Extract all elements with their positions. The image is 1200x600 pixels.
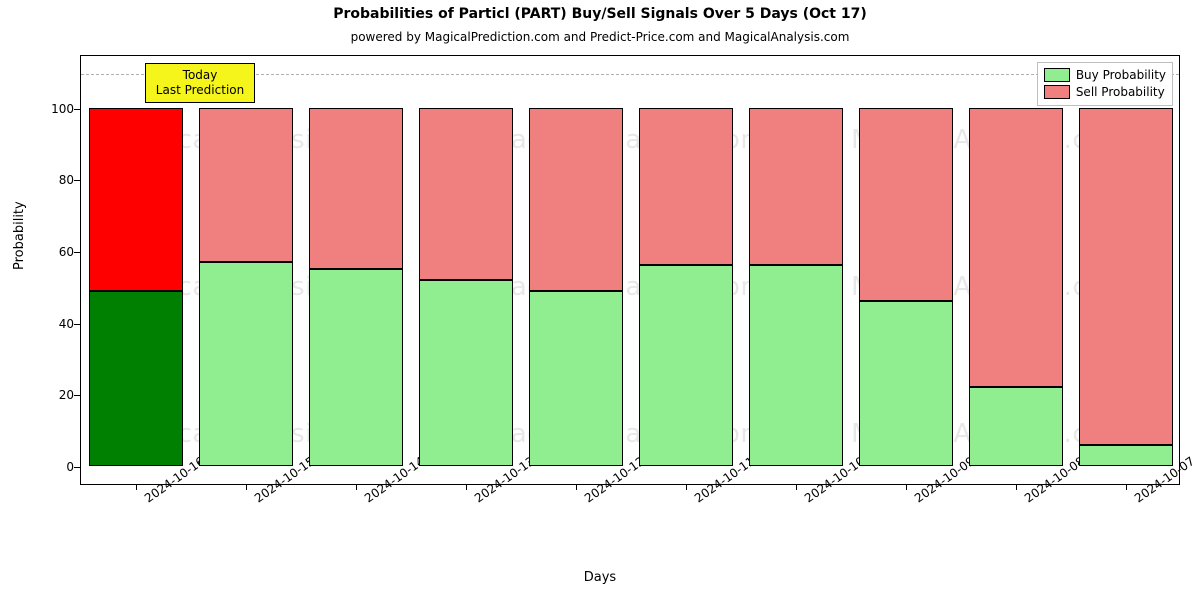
bar-group — [309, 108, 404, 466]
bar-sell — [749, 108, 844, 266]
bar-buy — [89, 291, 184, 467]
bar-group — [199, 108, 294, 466]
bar-group — [749, 108, 844, 466]
bar-buy — [859, 301, 954, 466]
x-tick — [356, 484, 357, 490]
legend: Buy Probability Sell Probability — [1037, 62, 1173, 106]
legend-swatch-sell — [1044, 85, 1070, 99]
bar-sell — [309, 108, 404, 269]
y-tick — [74, 395, 80, 396]
bar-sell — [419, 108, 514, 280]
y-tick-label: 40 — [14, 317, 74, 331]
x-tick-label: 2024-10-07 — [1132, 494, 1140, 505]
x-tick — [576, 484, 577, 490]
x-tick-label: 2024-10-11 — [692, 494, 700, 505]
x-tick — [1126, 484, 1127, 490]
bar-buy — [419, 280, 514, 466]
y-tick — [74, 324, 80, 325]
legend-swatch-buy — [1044, 68, 1070, 82]
y-tick — [74, 467, 80, 468]
bar-group — [529, 108, 624, 466]
legend-item-buy: Buy Probability — [1044, 67, 1166, 84]
bar-sell — [89, 108, 184, 291]
y-tick — [74, 252, 80, 253]
bar-group — [89, 108, 184, 466]
x-tick — [686, 484, 687, 490]
annotation-line-2: Last Prediction — [156, 83, 244, 98]
x-tick — [906, 484, 907, 490]
x-axis-label: Days — [0, 570, 1200, 585]
x-tick-label: 2024-10-14 — [362, 494, 370, 505]
figure: Probabilities of Particl (PART) Buy/Sell… — [0, 0, 1200, 600]
x-tick — [466, 484, 467, 490]
bar-sell — [859, 108, 954, 302]
bar-sell — [969, 108, 1064, 388]
x-tick — [246, 484, 247, 490]
x-tick — [796, 484, 797, 490]
legend-item-sell: Sell Probability — [1044, 84, 1166, 101]
y-tick-label: 0 — [14, 460, 74, 474]
legend-label-sell: Sell Probability — [1076, 84, 1165, 101]
plot-area: MagicalAnalysis.comMagicalAnalysis.comMa… — [80, 55, 1180, 485]
legend-label-buy: Buy Probability — [1076, 67, 1166, 84]
y-tick-label: 100 — [14, 102, 74, 116]
bar-sell — [199, 108, 294, 262]
x-tick-label: 2024-10-13 — [472, 494, 480, 505]
bar-buy — [969, 387, 1064, 466]
bar-sell — [639, 108, 734, 266]
x-tick-label: 2024-10-16 — [142, 494, 150, 505]
x-tick — [136, 484, 137, 490]
x-tick-label: 2024-10-12 — [582, 494, 590, 505]
bar-sell — [529, 108, 624, 291]
annotation-line-1: Today — [156, 68, 244, 83]
bar-buy — [749, 265, 844, 466]
bar-buy — [639, 265, 734, 466]
bar-group — [1079, 108, 1174, 466]
y-tick — [74, 109, 80, 110]
bar-buy — [529, 291, 624, 467]
bar-buy — [199, 262, 294, 466]
today-annotation: Today Last Prediction — [145, 63, 255, 103]
bar-group — [419, 108, 514, 466]
bar-buy — [309, 269, 404, 466]
bar-sell — [1079, 108, 1174, 445]
bar-group — [969, 108, 1064, 466]
x-tick — [1016, 484, 1017, 490]
y-tick — [74, 180, 80, 181]
bar-buy — [1079, 445, 1174, 467]
y-tick-label: 20 — [14, 388, 74, 402]
bar-group — [859, 108, 954, 466]
x-tick-label: 2024-10-15 — [252, 494, 260, 505]
x-tick-label: 2024-10-08 — [1022, 494, 1030, 505]
x-tick-label: 2024-10-09 — [912, 494, 920, 505]
y-axis-label: Probability — [12, 201, 27, 270]
x-tick-label: 2024-10-10 — [802, 494, 810, 505]
chart-title: Probabilities of Particl (PART) Buy/Sell… — [0, 6, 1200, 22]
bars-layer: 2024-10-162024-10-152024-10-142024-10-13… — [81, 56, 1179, 484]
y-tick-label: 60 — [14, 245, 74, 259]
y-tick-label: 80 — [14, 173, 74, 187]
bar-group — [639, 108, 734, 466]
chart-subtitle: powered by MagicalPrediction.com and Pre… — [0, 30, 1200, 44]
